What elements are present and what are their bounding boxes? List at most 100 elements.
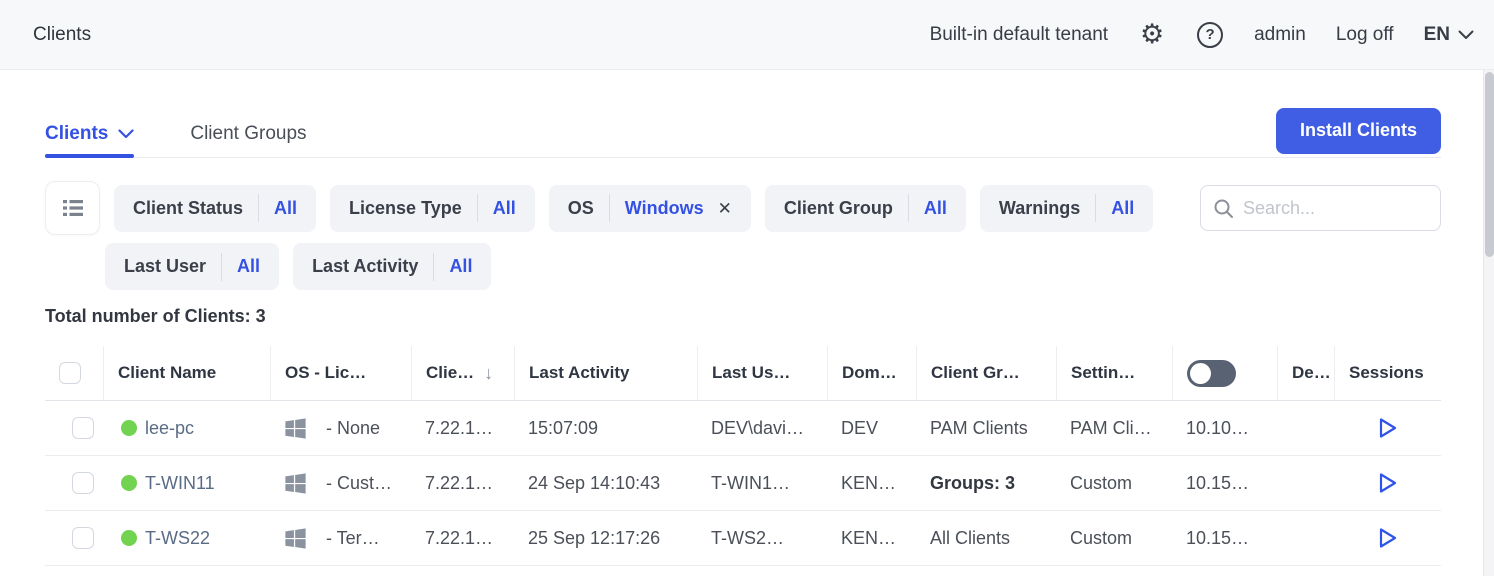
list-icon: [62, 200, 83, 216]
divider: [608, 194, 610, 222]
page-title: Clients: [33, 23, 92, 45]
last-activity-cell: 24 Sep 14:10:43: [528, 472, 661, 493]
header-client-group[interactable]: Client Gr…: [916, 346, 1056, 400]
column-toggle-switch[interactable]: [1187, 359, 1236, 387]
start-session-button[interactable]: [1375, 525, 1401, 551]
search-input[interactable]: [1243, 197, 1428, 219]
header-settings[interactable]: Settin…: [1056, 346, 1172, 400]
os-license-cell: - Ter…: [270, 525, 411, 552]
ip-cell: 10.10…: [1186, 417, 1250, 438]
table-row[interactable]: T-WS22 - Ter… 7.22.1… 25 Sep 12:17:26 T-…: [45, 511, 1441, 566]
filter-license-type[interactable]: License Type All: [330, 184, 535, 232]
divider: [1095, 194, 1097, 222]
windows-icon: [285, 417, 306, 439]
domain-cell: KEN…: [841, 472, 897, 493]
license-text: - Cust…: [326, 472, 393, 493]
row-select-cell: [45, 472, 103, 494]
header-select: [45, 346, 103, 400]
client-version-cell: 7.22.1…: [425, 417, 494, 438]
scrollbar-thumb[interactable]: [1485, 72, 1494, 257]
divider: [433, 252, 435, 281]
start-session-button[interactable]: [1375, 470, 1401, 496]
header-last-user[interactable]: Last Us…: [697, 346, 827, 400]
client-name[interactable]: T-WIN11: [145, 472, 215, 493]
filter-label: Warnings: [998, 197, 1081, 218]
remove-filter-icon[interactable]: ✕: [717, 198, 732, 218]
top-bar: Clients Built-in default tenant ⚙ ? admi…: [0, 0, 1494, 70]
filter-label: Client Status: [133, 197, 244, 218]
header-last-activity[interactable]: Last Activity: [514, 346, 697, 400]
tab-clients[interactable]: Clients: [45, 110, 135, 158]
ip-cell: 10.15…: [1186, 527, 1250, 548]
filter-client-status[interactable]: Client Status All: [114, 184, 317, 232]
divider: [476, 194, 478, 222]
chevron-down-icon: [1458, 30, 1474, 39]
select-all-checkbox[interactable]: [59, 362, 81, 384]
table-row[interactable]: lee-pc - None 7.22.1… 15:07:09 DEV\davi……: [45, 401, 1441, 456]
table-header: Client Name OS - Lic… Clie… ↓ Last Activ…: [45, 346, 1441, 401]
filter-label: Last Activity: [312, 256, 419, 276]
last-user-cell: T-WIN1…: [711, 472, 790, 493]
install-clients-button[interactable]: Install Clients: [1275, 107, 1441, 154]
search-icon: [1214, 199, 1233, 218]
total-clients-count: Total number of Clients: 3: [45, 306, 266, 326]
client-version-cell: 7.22.1…: [425, 472, 494, 493]
column-list-button[interactable]: [45, 181, 100, 235]
tabs: Clients Client Groups: [45, 110, 307, 158]
header-description[interactable]: De…: [1277, 346, 1334, 400]
row-checkbox[interactable]: [72, 527, 94, 549]
help-icon[interactable]: ?: [1196, 21, 1224, 49]
divider: [258, 194, 260, 222]
tab-client-groups[interactable]: Client Groups: [190, 110, 306, 157]
settings-cell: Custom: [1070, 472, 1133, 493]
play-icon: [1379, 473, 1396, 493]
log-off-button[interactable]: Log off: [1335, 23, 1394, 45]
row-select-cell: [45, 417, 103, 439]
filter-label: Last User: [124, 256, 207, 276]
topbar-actions: Built-in default tenant ⚙ ? admin Log of…: [930, 21, 1474, 49]
row-checkbox[interactable]: [72, 417, 94, 439]
client-group-cell: PAM Clients: [930, 417, 1028, 438]
client-name[interactable]: T-WS22: [145, 527, 211, 548]
filter-row-1: Client Status All License Type All OS Wi…: [45, 181, 1441, 235]
filter-last-user[interactable]: Last User All: [105, 243, 280, 290]
chevron-down-icon: [118, 128, 134, 138]
filter-last-activity[interactable]: Last Activity All: [293, 243, 492, 290]
domain-cell: KEN…: [841, 527, 897, 548]
sort-desc-icon[interactable]: ↓: [484, 362, 494, 383]
language-selector[interactable]: EN: [1424, 24, 1474, 46]
filter-os[interactable]: OS Windows ✕: [548, 184, 751, 232]
last-activity-cell: 25 Sep 12:17:26: [528, 527, 661, 548]
filter-value: All: [492, 197, 516, 218]
main-content: Clients Client Groups Install Clients Cl…: [0, 107, 1494, 566]
tenant-selector[interactable]: Built-in default tenant: [929, 23, 1109, 45]
settings-cell: Custom: [1070, 527, 1133, 548]
filter-warnings[interactable]: Warnings All: [979, 184, 1154, 232]
row-select-cell: [45, 527, 103, 549]
status-online-icon: [121, 530, 137, 546]
license-text: - None: [326, 417, 381, 438]
tabs-row: Clients Client Groups Install Clients: [45, 107, 1441, 158]
sessions-cell: [1334, 525, 1441, 551]
client-group-cell[interactable]: Groups: 3: [930, 472, 1016, 493]
divider: [907, 194, 909, 222]
language-label: EN: [1423, 23, 1450, 45]
header-os-license[interactable]: OS - Lic…: [270, 346, 411, 400]
header-client-version[interactable]: Clie… ↓: [411, 346, 514, 400]
header-client-name[interactable]: Client Name: [103, 346, 270, 400]
start-session-button[interactable]: [1375, 415, 1401, 441]
domain-cell: DEV: [841, 417, 879, 438]
table-row[interactable]: T-WIN11 - Cust… 7.22.1… 24 Sep 14:10:43 …: [45, 456, 1441, 511]
filter-label: OS: [567, 197, 594, 218]
settings-gear-icon[interactable]: ⚙: [1139, 19, 1165, 49]
vertical-scrollbar[interactable]: [1483, 70, 1494, 576]
row-checkbox[interactable]: [72, 472, 94, 494]
user-menu[interactable]: admin: [1254, 23, 1306, 45]
client-name[interactable]: lee-pc: [145, 417, 195, 438]
filter-client-group[interactable]: Client Group All: [764, 184, 966, 232]
header-sessions[interactable]: Sessions: [1334, 346, 1441, 400]
header-domain[interactable]: Dom…: [827, 346, 916, 400]
last-activity-cell: 15:07:09: [528, 417, 599, 438]
client-name-cell: lee-pc: [103, 418, 270, 439]
license-text: - Ter…: [326, 527, 380, 548]
